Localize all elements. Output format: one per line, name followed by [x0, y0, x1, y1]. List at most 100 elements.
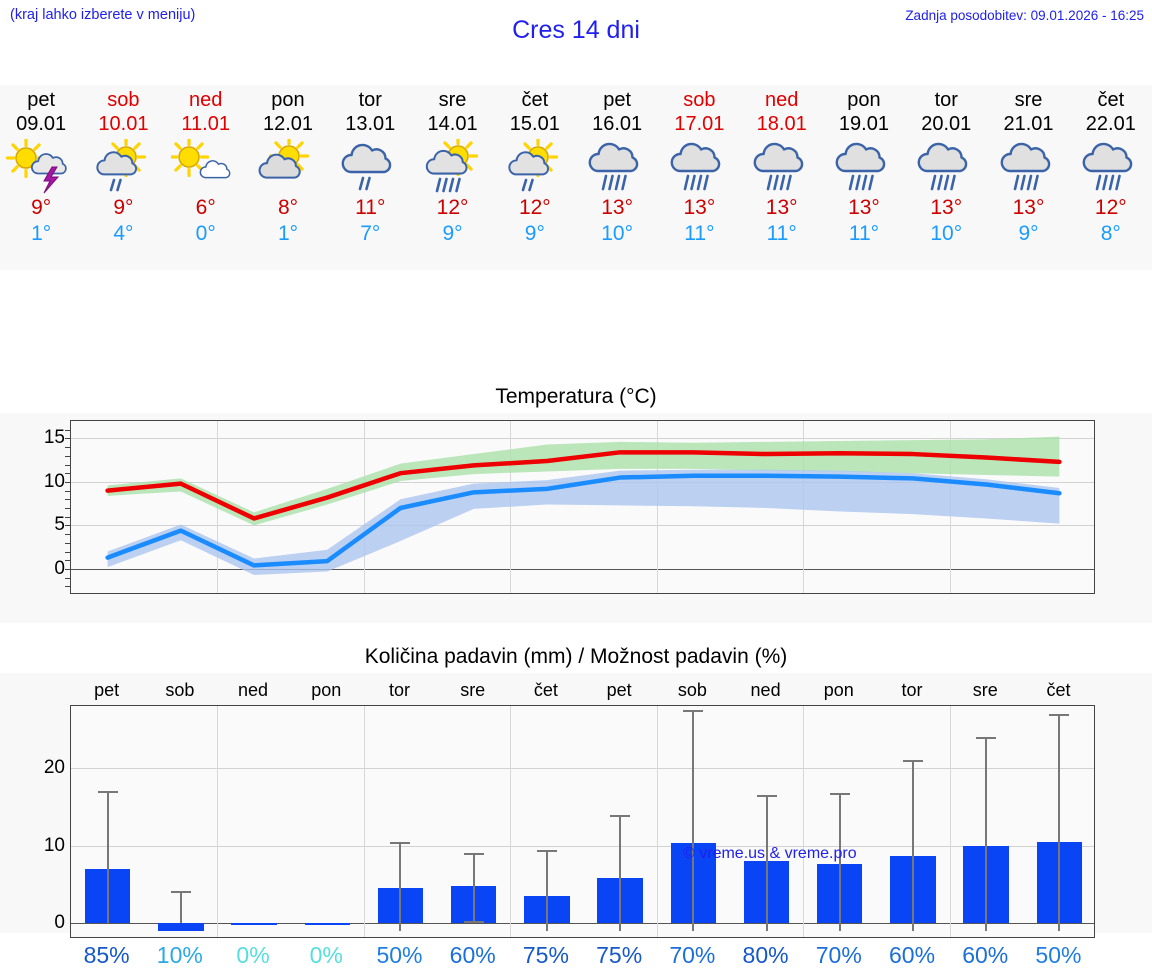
- temp-minor-tick: [65, 429, 71, 431]
- day-of-week: sre: [438, 89, 467, 111]
- temp-vgridline: [363, 421, 365, 593]
- precipitation-probability-8: 70%: [669, 942, 716, 968]
- menu-hint-text: (kraj lahko izberete v meniju): [10, 7, 196, 23]
- day-column-11[interactable]: tor 20.01 13° 10°: [905, 85, 987, 270]
- day-column-1[interactable]: sob 10.01 9° 4°: [82, 85, 164, 270]
- day-column-9[interactable]: ned 18.01 13° 11°: [741, 85, 823, 270]
- day-column-2[interactable]: ned 11.01 6° 0°: [165, 85, 247, 270]
- min-temperature: 1°: [31, 222, 52, 245]
- cloud-rain-icon: [911, 139, 981, 195]
- day-column-5[interactable]: sre 14.01 12° 9°: [411, 85, 493, 270]
- prec-day-label-5: sre: [460, 680, 486, 700]
- temp-minor-tick: [65, 447, 71, 449]
- min-temperature: 7°: [360, 222, 381, 245]
- max-temperature: 12°: [518, 196, 551, 219]
- precipitation-error-bar: [765, 795, 768, 932]
- precipitation-error-cap-top: [390, 841, 411, 844]
- cloud-rain-icon: [582, 139, 652, 195]
- day-column-6[interactable]: čet 15.01 12° 9°: [494, 85, 576, 270]
- day-column-3[interactable]: pon 12.01 8° 1°: [247, 85, 329, 270]
- prec-day-label-10: pon: [823, 680, 854, 700]
- precipitation-probability-labels: 85% 10% 0% 0% 50% 60% 75% 75% 70% 80% 70% 60% 60% 50%: [70, 939, 1095, 973]
- temperature-plot-area: 0 5 10 15: [44, 420, 1095, 594]
- max-temperature: 9°: [113, 196, 134, 219]
- day-column-7[interactable]: pet 16.01 13° 10°: [576, 85, 658, 270]
- sun-cloud-icon: [253, 139, 323, 195]
- prec-gridline-0: [71, 923, 1094, 925]
- precipitation-bar[interactable]: [304, 923, 350, 925]
- max-temperature: 12°: [436, 196, 469, 219]
- prec-ytick-0: 0: [54, 912, 65, 934]
- day-date: 20.01: [921, 113, 972, 135]
- day-of-week: sre: [1014, 89, 1043, 111]
- min-temperature: 11°: [684, 222, 715, 245]
- temp-band-0: [107, 436, 1060, 526]
- day-of-week: sob: [683, 89, 716, 111]
- day-column-8[interactable]: sob 17.01 13° 11°: [658, 85, 740, 270]
- sun-cloud-rain-icon: [418, 139, 488, 195]
- precipitation-probability-2: 0%: [236, 942, 270, 968]
- prec-ytick-10: 10: [43, 834, 65, 856]
- precipitation-error-cap-top: [829, 792, 850, 795]
- precipitation-probability-13: 50%: [1035, 942, 1082, 968]
- min-temperature: 9°: [524, 222, 545, 245]
- last-updated-text: Zadnja posodobitev: 09.01.2026 - 16:25: [905, 8, 1144, 23]
- precipitation-error-bar: [1058, 713, 1061, 932]
- temp-minor-tick: [65, 534, 71, 536]
- precipitation-plot-area: 0 10 20: [44, 705, 1095, 938]
- prec-vgridline: [363, 706, 365, 937]
- precipitation-error-cap-top: [756, 795, 777, 798]
- prec-vgridline: [656, 706, 658, 937]
- max-temperature: 12°: [1094, 196, 1127, 219]
- prec-vgridline: [510, 706, 512, 937]
- prec-day-label-2: ned: [238, 680, 269, 700]
- sun-smallcloud-icon: [170, 139, 241, 195]
- temp-gridline-0: [71, 568, 1094, 570]
- temp-minor-tick: [65, 473, 71, 475]
- temperature-series-overlay: [105, 436, 1062, 575]
- precipitation-probability-1: 10%: [156, 942, 203, 968]
- min-temperature: 0°: [195, 222, 216, 245]
- precipitation-error-cap-top: [902, 760, 923, 763]
- prec-day-label-12: sre: [972, 680, 998, 700]
- temp-minor-tick: [65, 499, 71, 501]
- day-column-13[interactable]: čet 22.01 12° 8°: [1070, 85, 1152, 270]
- day-column-0[interactable]: pet 09.01 9° 1°: [0, 85, 82, 270]
- precipitation-error-cap-top: [1049, 713, 1070, 716]
- temp-minor-tick: [65, 438, 71, 440]
- prec-day-label-11: tor: [901, 680, 923, 700]
- precipitation-error-bar: [545, 850, 548, 932]
- prec-vgridline: [949, 706, 951, 937]
- min-temperature: 9°: [442, 222, 463, 245]
- min-temperature: 4°: [113, 222, 134, 245]
- day-column-12[interactable]: sre 21.01 13° 9°: [987, 85, 1069, 270]
- precipitation-probability-6: 75%: [522, 942, 569, 968]
- daily-forecast-strip: pet 09.01 9° 1° sob 10.01 9° 4° ned 11.01 6° 0° p…: [0, 85, 1152, 270]
- precipitation-probability-7: 75%: [596, 942, 643, 968]
- precipitation-probability-3: 0%: [309, 942, 343, 968]
- prec-day-label-6: čet: [533, 680, 558, 700]
- temp-minor-tick: [65, 525, 71, 527]
- min-temperature: 11°: [848, 222, 880, 245]
- max-temperature: 13°: [683, 196, 716, 219]
- min-temperature: 10°: [601, 222, 633, 245]
- temp-minor-tick: [65, 542, 71, 544]
- day-of-week: čet: [521, 89, 549, 111]
- precipitation-error-cap-bottom: [463, 921, 484, 924]
- day-column-10[interactable]: pon 19.01 13° 11°: [823, 85, 905, 270]
- prec-vgridline: [803, 706, 805, 937]
- precipitation-error-bar: [619, 814, 622, 932]
- precipitation-error-cap-top: [610, 814, 631, 817]
- day-of-week: ned: [189, 89, 223, 111]
- precipitation-error-bar: [472, 852, 475, 922]
- day-date: 19.01: [838, 113, 889, 135]
- day-of-week: čet: [1097, 89, 1125, 111]
- temp-minor-tick: [65, 464, 71, 466]
- day-of-week: pon: [847, 89, 881, 111]
- precipitation-bar[interactable]: [158, 923, 204, 932]
- prec-day-label-13: čet: [1046, 680, 1071, 700]
- top-bar: (kraj lahko izberete v meniju) Cres 14 d…: [0, 0, 1152, 62]
- day-column-4[interactable]: tor 13.01 11° 7°: [329, 85, 411, 270]
- precipitation-bar[interactable]: [231, 923, 277, 925]
